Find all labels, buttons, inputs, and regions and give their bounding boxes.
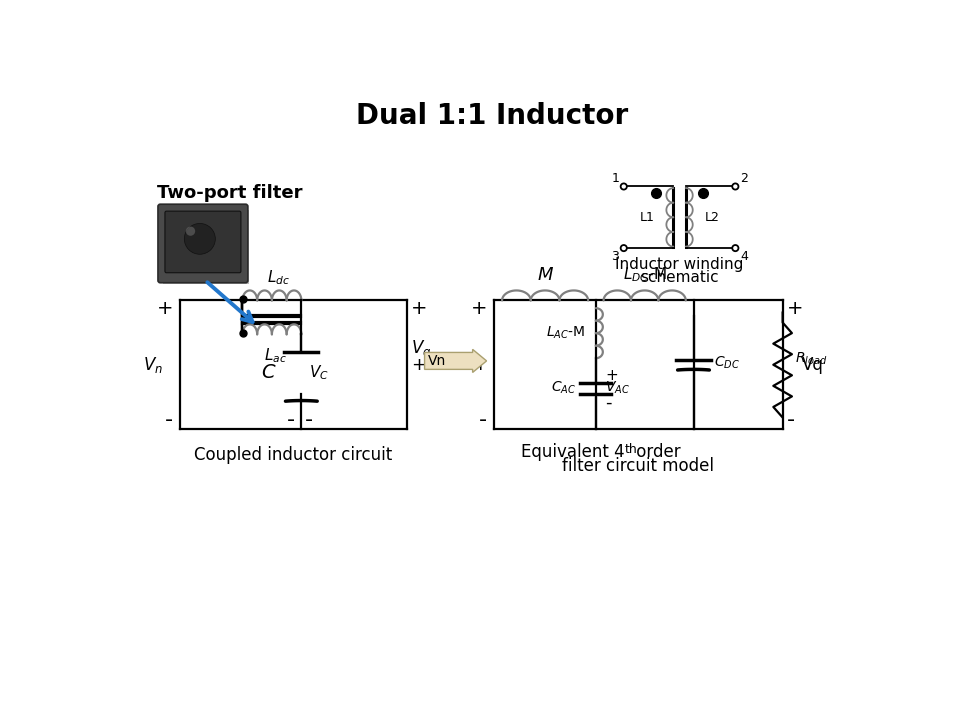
Circle shape — [732, 245, 738, 251]
Text: -: - — [287, 410, 295, 430]
Text: $L_{AC}$-M: $L_{AC}$-M — [546, 325, 585, 341]
Text: $R_{load}$: $R_{load}$ — [795, 351, 828, 366]
Text: order: order — [631, 443, 681, 461]
Text: +: + — [470, 299, 488, 318]
Text: Vn: Vn — [462, 356, 484, 374]
FancyBboxPatch shape — [158, 204, 248, 283]
Text: Two-port filter: Two-port filter — [157, 184, 302, 202]
Text: Vn: Vn — [427, 354, 446, 368]
Text: -: - — [479, 410, 488, 430]
Text: 3: 3 — [612, 250, 619, 263]
Text: 1: 1 — [612, 172, 619, 185]
Text: $L_{ac}$: $L_{ac}$ — [264, 346, 286, 364]
Text: L2: L2 — [705, 211, 720, 224]
Text: -: - — [605, 394, 612, 412]
Circle shape — [186, 227, 195, 235]
Text: +: + — [605, 368, 618, 382]
Text: +: + — [787, 299, 804, 318]
Text: $C_{AC}$: $C_{AC}$ — [551, 380, 576, 397]
Text: +: + — [412, 356, 426, 374]
Text: M: M — [538, 266, 553, 284]
Text: $V_C$: $V_C$ — [309, 363, 329, 382]
Circle shape — [732, 184, 738, 189]
Text: Inductor winding: Inductor winding — [615, 257, 744, 272]
Text: C: C — [261, 363, 275, 382]
Text: L1: L1 — [639, 211, 655, 224]
Text: Vq: Vq — [802, 356, 824, 374]
Text: $V_q$: $V_q$ — [412, 339, 432, 362]
Text: +: + — [411, 299, 427, 318]
Circle shape — [621, 245, 627, 251]
Text: +: + — [157, 299, 174, 318]
Text: -: - — [304, 410, 313, 430]
FancyArrow shape — [424, 349, 487, 372]
FancyBboxPatch shape — [163, 210, 249, 284]
Text: 4: 4 — [740, 250, 748, 263]
Circle shape — [184, 223, 215, 254]
Text: 2: 2 — [740, 172, 748, 185]
Text: filter circuit model: filter circuit model — [563, 456, 714, 474]
Circle shape — [621, 184, 627, 189]
Text: th: th — [625, 443, 637, 456]
Text: $V_{AC}$: $V_{AC}$ — [605, 380, 630, 397]
Text: $L_{dc}$: $L_{dc}$ — [267, 268, 290, 287]
Text: -: - — [165, 410, 174, 430]
Text: Dual 1:1 Inductor: Dual 1:1 Inductor — [356, 102, 628, 130]
Text: Coupled inductor circuit: Coupled inductor circuit — [195, 446, 393, 464]
Text: Equivalent 4: Equivalent 4 — [521, 443, 625, 461]
Text: $L_{DC}$-M: $L_{DC}$-M — [623, 265, 666, 284]
Text: -: - — [787, 410, 796, 430]
FancyBboxPatch shape — [165, 211, 241, 273]
Text: $C_{DC}$: $C_{DC}$ — [713, 355, 739, 372]
Text: $V_n$: $V_n$ — [143, 355, 163, 374]
Text: schematic: schematic — [640, 270, 719, 284]
